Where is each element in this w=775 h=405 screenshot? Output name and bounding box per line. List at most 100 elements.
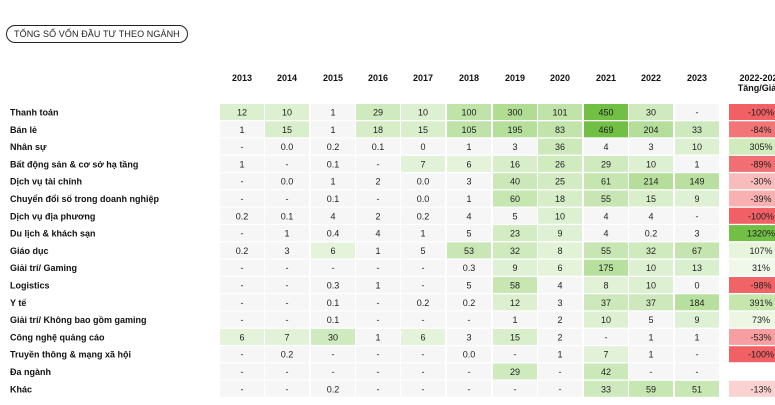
cell-value: -	[286, 367, 289, 377]
column-header-change-label: Tăng/Giảm	[738, 83, 775, 93]
cell-value: 0.1	[372, 142, 385, 152]
cell-value: -	[286, 384, 289, 394]
row-label: Dịch vụ tài chính	[10, 177, 82, 187]
cell-value: -	[696, 350, 699, 360]
heat-cell	[584, 380, 628, 397]
cell-value: -	[468, 384, 471, 394]
cell-value: 8	[603, 281, 608, 291]
heat-cell	[584, 346, 628, 363]
heat-cell	[311, 277, 355, 293]
cell-value: 0.2	[236, 246, 249, 256]
cell-value: -	[696, 108, 699, 118]
heat-cell	[729, 104, 775, 120]
heat-cell	[401, 138, 445, 155]
cell-value: -	[422, 367, 425, 377]
cell-value: 5	[466, 229, 471, 239]
heat-cell	[493, 259, 537, 276]
heat-cell	[629, 242, 673, 259]
heat-cell	[447, 121, 491, 138]
cell-value: 12	[237, 108, 247, 118]
cell-value: 26	[555, 159, 565, 169]
heat-cell	[675, 363, 719, 380]
cell-value: -	[377, 384, 380, 394]
row-label: Công nghệ quảng cáo	[10, 332, 105, 342]
heat-cell	[584, 242, 628, 259]
heat-cell	[447, 190, 491, 207]
column-header-2015: 2015	[323, 73, 343, 83]
heat-cell	[584, 155, 628, 172]
heat-cell	[584, 207, 628, 224]
column-header-2018: 2018	[459, 73, 479, 83]
cell-value: -	[422, 281, 425, 291]
heat-cell	[311, 242, 355, 259]
heat-cell	[356, 207, 400, 224]
heat-cell	[220, 311, 264, 328]
row-label: Khác	[10, 384, 32, 394]
heat-cell	[311, 190, 355, 207]
heat-cell	[493, 277, 537, 293]
heat-cell	[493, 138, 537, 155]
heat-cell	[220, 104, 264, 120]
cell-value: 1	[648, 350, 653, 360]
cell-value: 0.1	[327, 315, 340, 325]
cell-value: 10	[646, 159, 656, 169]
cell-value: 300	[507, 108, 522, 118]
cell-value: 4	[603, 142, 608, 152]
cell-value: -	[377, 350, 380, 360]
cell-value: 15	[646, 194, 656, 204]
heat-cell	[538, 190, 582, 207]
heat-cell	[729, 380, 775, 397]
cell-value: 31%	[752, 263, 770, 273]
heat-cell	[538, 277, 582, 293]
cell-value: 2	[557, 315, 562, 325]
cell-value: 1	[375, 332, 380, 342]
cell-value: 0.0	[463, 350, 476, 360]
heat-cell	[675, 259, 719, 276]
heat-cell	[265, 121, 309, 138]
row-label: Nhân sự	[10, 142, 47, 152]
cell-value: 2	[557, 332, 562, 342]
heat-cell	[265, 138, 309, 155]
cell-value: 214	[643, 177, 658, 187]
cell-value: 15	[510, 332, 520, 342]
cell-value: -	[422, 315, 425, 325]
cell-value: -13%	[750, 384, 771, 394]
heat-cell	[220, 363, 264, 380]
column-header-2019: 2019	[505, 73, 525, 83]
heat-cell	[538, 104, 582, 120]
cell-value: 29	[601, 159, 611, 169]
cell-value: 0.2	[645, 229, 658, 239]
cell-value: 3	[284, 246, 289, 256]
heat-cell	[584, 121, 628, 138]
heat-cell	[447, 277, 491, 293]
cell-value: 30	[646, 108, 656, 118]
cell-value: -	[241, 263, 244, 273]
heat-cell	[675, 294, 719, 311]
heat-cell	[220, 138, 264, 155]
heat-cell	[538, 380, 582, 397]
cell-value: -	[377, 367, 380, 377]
heat-cell	[629, 259, 673, 276]
heat-cell	[538, 225, 582, 242]
heat-cell	[401, 155, 445, 172]
row-label: Du lịch & khách sạn	[10, 229, 96, 239]
heat-cell	[311, 121, 355, 138]
cell-value: 1	[330, 177, 335, 187]
cell-value: 42	[601, 367, 611, 377]
heat-cell	[265, 346, 309, 363]
heat-cell	[493, 380, 537, 397]
cell-value: 5	[648, 315, 653, 325]
cell-value: 37	[601, 298, 611, 308]
cell-value: 29	[510, 367, 520, 377]
heat-cell	[447, 363, 491, 380]
heat-cell	[265, 207, 309, 224]
heat-cell	[265, 380, 309, 397]
cell-value: 10	[646, 263, 656, 273]
cell-value: -	[696, 211, 699, 221]
heat-cell	[493, 311, 537, 328]
heat-cell	[265, 190, 309, 207]
heat-cell	[538, 311, 582, 328]
heat-cell	[729, 225, 775, 242]
cell-value: 3	[694, 229, 699, 239]
